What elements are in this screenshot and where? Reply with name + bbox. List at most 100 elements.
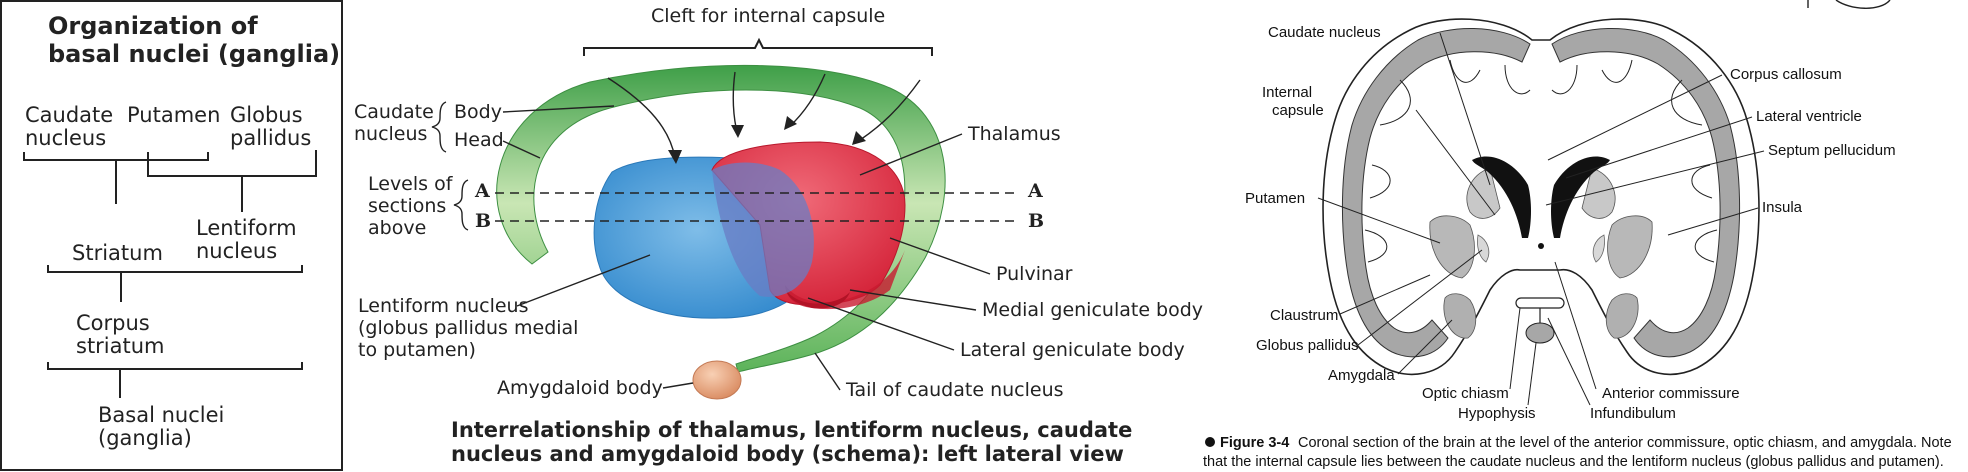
tail-label: Tail of caudate nucleus — [845, 379, 1064, 401]
third-ventricle-dot — [1538, 243, 1544, 249]
caudate-body-label: Body — [454, 101, 502, 123]
level-b-left: B — [475, 210, 491, 232]
cleft-arrow-4 — [859, 79, 921, 141]
level-b-right: B — [1028, 210, 1044, 232]
figure-bullet — [1205, 437, 1215, 447]
label-globus-pallidus: Globus pallidus — [1256, 337, 1359, 354]
cleft-arrowhead-2 — [731, 125, 744, 138]
label-hypophysis: Hypophysis — [1458, 405, 1536, 422]
label-internal-capsule-2: capsule — [1272, 102, 1324, 119]
cleft-arrow-1 — [607, 77, 676, 159]
caudate-nucleus-right — [1581, 167, 1616, 219]
pulvinar-label: Pulvinar — [996, 263, 1073, 285]
body-leader — [502, 105, 615, 113]
lentiform-leader — [516, 254, 651, 307]
schema-caption-line1: Interrelationship of thalamus, lentiform… — [451, 418, 1132, 442]
cleft-arrowhead-1 — [668, 150, 682, 164]
amygdala-right — [1605, 293, 1639, 339]
amygdaloid-leader — [662, 382, 694, 389]
hypophysis-leader — [1527, 342, 1537, 406]
organization-title-line2: basal nuclei (ganglia) — [48, 40, 340, 68]
lentiform-overlap — [712, 162, 814, 297]
putamen-leader — [1317, 197, 1441, 244]
brain-outline — [1322, 18, 1760, 375]
infundibulum-leader — [1547, 317, 1591, 406]
level-a-left: A — [474, 180, 490, 202]
sulci-left — [1364, 59, 1531, 263]
mid-caudate-label-2: nucleus — [354, 123, 427, 145]
label-putamen: Putamen — [1245, 190, 1305, 207]
label-internal-capsule: Internal — [1262, 84, 1312, 101]
label-optic-chiasm: Optic chiasm — [1422, 385, 1509, 402]
level-a-right: A — [1027, 180, 1043, 202]
lateral-geniculate-leader — [807, 297, 955, 351]
figure-label: Figure 3-4 — [1220, 435, 1289, 451]
cortex-left — [1341, 28, 1531, 358]
org-basal-label-2: (ganglia) — [98, 426, 192, 450]
cleft-arrowhead-3 — [784, 116, 797, 130]
figure-text-line2: that the internal capsule lies between t… — [1203, 454, 1944, 470]
amygdaloid-label: Amygdaloid body — [497, 377, 663, 399]
levels-label-2: sections — [368, 195, 446, 217]
caudate-head-label: Head — [454, 129, 504, 151]
corpus-callosum-leader — [1547, 74, 1723, 161]
organization-box — [0, 0, 343, 471]
org-corpus-label-2: striatum — [76, 334, 165, 358]
pulvinar-leader — [889, 237, 991, 275]
internal-capsule-leader — [1415, 109, 1496, 216]
globus-pallidus-leader — [1357, 249, 1483, 346]
lentiform-label-3: to putamen) — [358, 339, 476, 361]
amygdala-left — [1443, 293, 1477, 339]
label-infundibulum: Infundibulum — [1590, 405, 1676, 422]
label-corpus-callosum: Corpus callosum — [1730, 66, 1842, 83]
head-leader — [502, 140, 541, 159]
septum-pellucidum-leader — [1545, 150, 1765, 206]
label-insula: Insula — [1762, 199, 1803, 216]
label-claustrum: Claustrum — [1270, 307, 1338, 324]
thalamus-label: Thalamus — [967, 123, 1061, 145]
org-lentiform-label: Lentiform — [196, 216, 297, 240]
brace-striatum-top — [23, 152, 209, 204]
thalamus-leader — [859, 133, 963, 176]
lateral-ventricle-right — [1551, 156, 1610, 238]
org-striatum-label: Striatum — [72, 241, 163, 265]
lentiform-label: Lentiform nucleus — [358, 295, 529, 317]
organization-title-line1: Organization of — [48, 12, 258, 40]
levels-label-3: above — [368, 217, 426, 239]
globus-pallidus-right — [1592, 234, 1605, 263]
brace-lentiform-top — [147, 150, 317, 212]
caudate-nucleus-leader — [1439, 32, 1491, 186]
cortex-right — [1551, 28, 1741, 358]
claustrum-leader — [1339, 274, 1431, 315]
organization-panel: Organization of basal nuclei (ganglia) C… — [0, 0, 343, 471]
lateral-ventricle-left — [1472, 156, 1531, 238]
label-septum-pellucidum: Septum pellucidum — [1768, 142, 1896, 159]
optic-chiasm-shape — [1515, 297, 1565, 309]
org-corpus-label: Corpus — [76, 311, 150, 335]
medial-geniculate-label: Medial geniculate body — [982, 299, 1203, 321]
amygdaloid-body-shape — [692, 360, 742, 400]
label-amygdala: Amygdala — [1328, 367, 1395, 384]
lateral-geniculate-label: Lateral geniculate body — [960, 339, 1185, 361]
levels-label: Levels of — [368, 173, 454, 195]
schema-panel: Cleft for internal capsule Caudate nucle… — [354, 5, 1203, 466]
caudate-brace — [431, 101, 447, 153]
tail-leader — [814, 352, 841, 391]
org-caudate-label: Caudate — [25, 103, 113, 127]
label-anterior-commissure: Anterior commissure — [1602, 385, 1740, 402]
medial-geniculate-leader — [849, 289, 977, 311]
org-caudate-label-2: nucleus — [25, 126, 106, 150]
corner-fragment — [1807, 0, 1891, 9]
anterior-commissure-leader — [1554, 261, 1597, 390]
cleft-label: Cleft for internal capsule — [651, 5, 885, 27]
brace-corpus — [47, 265, 303, 302]
cleft-arrowhead-4 — [852, 131, 866, 145]
figure-text-line1: Coronal section of the brain at the leve… — [1298, 435, 1952, 451]
amygdala-leader — [1397, 319, 1453, 375]
lateral-ventricle-leader — [1565, 116, 1753, 179]
optic-chiasm-leader — [1509, 307, 1521, 390]
org-globus-label: Globus — [230, 103, 303, 127]
insula-leader — [1667, 207, 1759, 236]
org-basal-label: Basal nuclei — [98, 403, 224, 427]
